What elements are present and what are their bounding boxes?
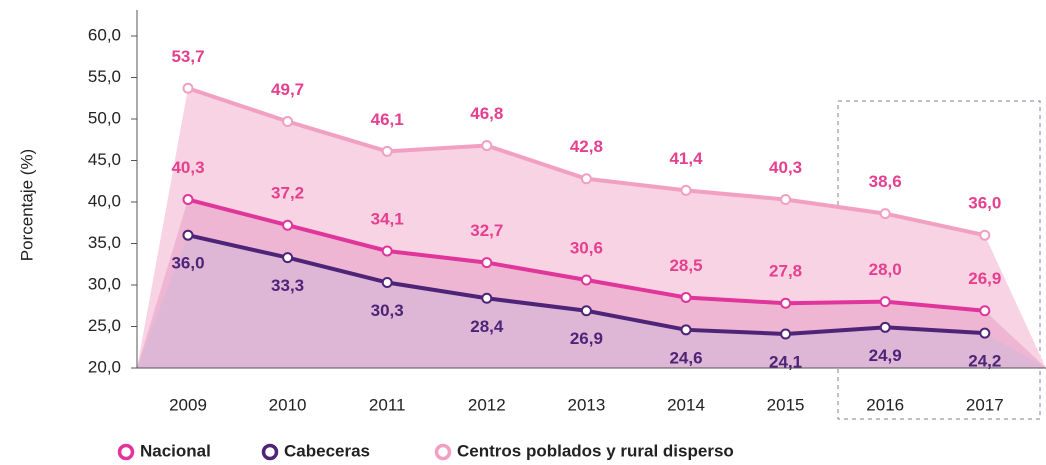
value-label: 36,0 [968,194,1001,213]
value-label: 53,7 [171,47,204,66]
point [381,145,393,157]
value-label: 30,3 [371,301,404,320]
value-label: 24,6 [669,348,702,367]
x-tick-label: 2011 [369,395,406,414]
point [182,194,194,206]
point [481,140,493,152]
value-label: 34,1 [371,209,404,228]
x-tick-label: 2017 [966,395,1004,414]
legend-marker [261,443,279,461]
point [182,229,194,241]
y-tick-label: 30,0 [88,274,121,293]
point [282,115,294,127]
value-label: 40,3 [171,158,204,177]
legend-label: Cabeceras [284,441,370,460]
point [580,173,592,185]
value-label: 24,2 [968,352,1001,371]
point [381,245,393,257]
area [137,235,1046,368]
value-label: 27,8 [769,262,802,281]
x-tick-label: 2015 [767,395,805,414]
y-tick-label: 55,0 [88,67,121,86]
value-label: 38,6 [869,172,902,191]
value-label: 33,3 [271,276,304,295]
point [879,208,891,220]
value-label: 40,3 [769,158,802,177]
point [680,184,692,196]
value-label: 26,9 [968,269,1001,288]
value-label: 36,0 [171,254,204,273]
point [282,219,294,231]
y-axis-label: Porcentaje (%) [17,149,36,261]
value-label: 42,8 [570,137,603,156]
value-label: 28,4 [470,317,504,336]
x-tick-label: 2013 [567,395,605,414]
x-tick-label: 2009 [169,395,207,414]
value-label: 30,6 [570,239,603,258]
point [979,305,991,317]
x-tick-label: 2014 [667,395,705,414]
y-tick-label: 60,0 [88,25,121,44]
value-label: 46,8 [470,104,503,123]
point [580,274,592,286]
y-tick-label: 40,0 [88,191,121,210]
value-label: 24,1 [769,352,802,371]
legend-label: Centros poblados y rural disperso [457,441,734,460]
x-tick-label: 2016 [866,395,904,414]
value-label: 28,5 [669,256,702,275]
value-label: 24,9 [869,346,902,365]
y-tick-label: 35,0 [88,233,121,252]
point [879,321,891,333]
legend-marker [434,443,452,461]
point [680,324,692,336]
y-tick-label: 25,0 [88,316,121,335]
value-label: 28,0 [869,260,902,279]
point [481,257,493,269]
legend-marker [117,443,135,461]
point [182,82,194,94]
point [780,194,792,206]
y-tick-label: 20,0 [88,357,121,376]
legend-label: Nacional [140,441,211,460]
point [780,297,792,309]
value-label: 37,2 [271,184,304,203]
value-label: 26,9 [570,329,603,348]
point [580,305,592,317]
value-label: 49,7 [271,80,304,99]
point [879,296,891,308]
y-tick-label: 50,0 [88,108,121,127]
point [680,291,692,303]
value-label: 46,1 [371,110,404,129]
point [381,277,393,289]
y-tick-label: 45,0 [88,150,121,169]
point [481,292,493,304]
point [282,252,294,264]
x-tick-label: 2012 [468,395,506,414]
x-tick-label: 2010 [269,395,307,414]
point [780,328,792,340]
point [979,229,991,241]
value-label: 41,4 [669,149,703,168]
value-label: 32,7 [470,221,503,240]
point [979,327,991,339]
